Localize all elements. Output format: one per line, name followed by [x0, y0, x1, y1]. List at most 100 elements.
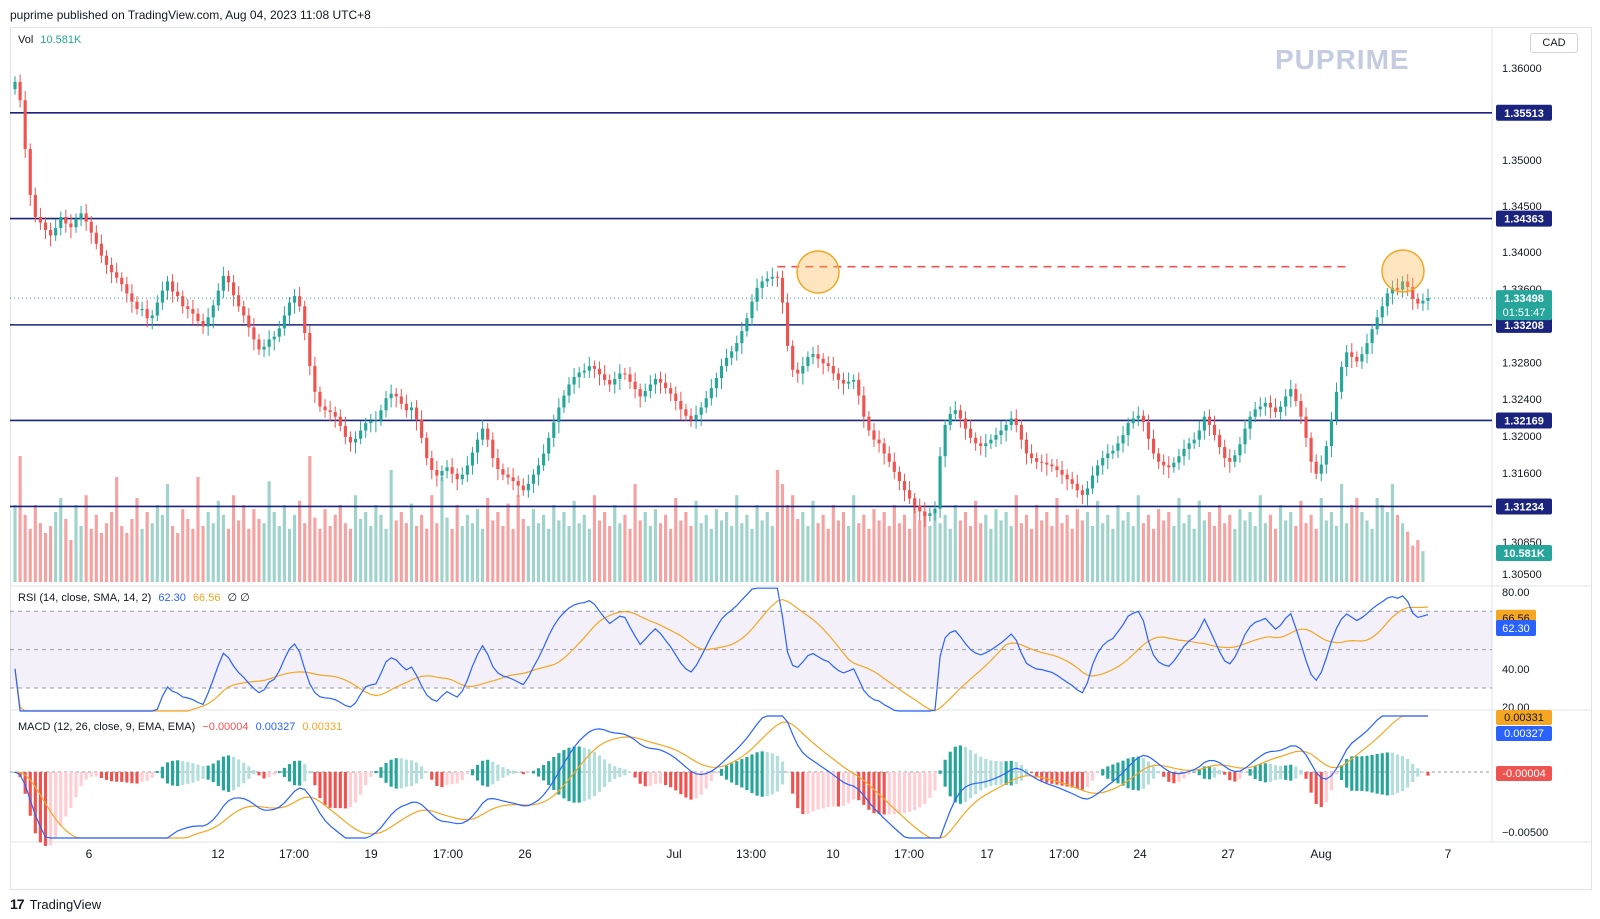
- macd-histogram-bar: [430, 772, 434, 780]
- time-tick-label: 24: [1133, 847, 1147, 861]
- macd-histogram-bar: [1202, 766, 1206, 779]
- volume-bar: [1406, 531, 1410, 582]
- candle-body: [1157, 453, 1161, 462]
- volume-bar: [181, 509, 185, 582]
- candle-body: [23, 100, 27, 149]
- volume-bar: [1096, 500, 1100, 582]
- candle-body: [430, 458, 434, 471]
- macd-histogram-bar: [160, 766, 164, 779]
- volume-bar: [333, 514, 337, 582]
- candle-body: [125, 284, 129, 294]
- candle-body: [1151, 438, 1156, 454]
- candle-body: [699, 407, 703, 415]
- volume-bar: [1294, 526, 1298, 582]
- candle-body: [1131, 418, 1135, 424]
- macd-histogram-bar: [64, 772, 68, 817]
- candle-body: [64, 217, 68, 224]
- macd-histogram-bar: [1355, 756, 1359, 791]
- macd-histogram-bar: [725, 765, 729, 780]
- volume-bar: [1380, 505, 1384, 582]
- volume-bar: [165, 484, 170, 582]
- macd-histogram-bar: [404, 759, 408, 787]
- candle-body: [679, 401, 683, 410]
- volume-bar: [191, 528, 195, 582]
- volume-bar: [287, 528, 292, 582]
- volume-bar: [694, 500, 698, 582]
- candle-body: [165, 281, 170, 291]
- candle-body: [725, 357, 729, 367]
- macd-histogram-bar: [1040, 772, 1044, 781]
- macd-histogram-bar: [719, 768, 724, 776]
- volume-bar: [221, 514, 225, 582]
- last-price-label: 1.33498: [1504, 293, 1544, 305]
- volume-bar: [1116, 505, 1120, 582]
- candle-body: [1116, 443, 1120, 451]
- macd-histogram-bar: [303, 764, 307, 782]
- tradingview-footer[interactable]: 17 TradingView: [10, 896, 101, 912]
- tradingview-name: TradingView: [29, 896, 102, 912]
- candle-body: [94, 232, 98, 244]
- volume-bar: [201, 526, 205, 582]
- volume-bar: [206, 512, 210, 582]
- macd-histogram-bar: [23, 772, 27, 794]
- candle-body: [582, 370, 586, 373]
- macd-histogram-bar: [465, 772, 469, 775]
- candle-body: [359, 430, 363, 439]
- volume-bar: [491, 520, 495, 582]
- macd-histogram-bar: [882, 772, 886, 815]
- macd-histogram-bar: [318, 772, 322, 799]
- volume-bar: [938, 523, 942, 582]
- macd-histogram-bar: [1146, 761, 1151, 785]
- macd-histogram-bar: [1340, 765, 1344, 781]
- volume-bar: [1126, 512, 1130, 582]
- candle-body: [1390, 287, 1394, 294]
- price-tick-label: 1.32400: [1502, 394, 1542, 406]
- macd-histogram-bar: [1370, 754, 1374, 793]
- candle-body: [242, 306, 246, 316]
- candle-body: [475, 439, 480, 453]
- macd-histogram-bar: [1294, 766, 1298, 779]
- candle-body: [292, 296, 297, 303]
- macd-histogram-bar: [806, 772, 810, 814]
- candle-body: [140, 309, 144, 311]
- macd-histogram-bar: [679, 772, 683, 795]
- macd-histogram-bar: [1334, 772, 1339, 775]
- candle-body: [191, 309, 195, 314]
- candle-body: [282, 315, 286, 329]
- volume-bar: [343, 523, 347, 582]
- macd-histogram-bar: [1243, 772, 1247, 773]
- volume-bar: [384, 528, 388, 582]
- macd-histogram-bar: [94, 772, 98, 777]
- volume-bar: [328, 526, 332, 582]
- candle-body: [1426, 298, 1430, 301]
- volume-bar: [338, 505, 342, 582]
- volume-bar: [1182, 523, 1186, 582]
- candle-body: [938, 456, 942, 509]
- currency-button[interactable]: CAD: [1530, 33, 1578, 53]
- volume-bar: [481, 528, 485, 582]
- volume-bar: [1248, 512, 1252, 582]
- macd-histogram-bar: [338, 772, 342, 809]
- macd-histogram-bar: [43, 772, 48, 846]
- volume-bar: [755, 505, 759, 582]
- candle-body: [1243, 428, 1247, 445]
- macd-histogram-bar: [74, 772, 78, 798]
- volume-bar: [231, 495, 236, 582]
- volume-bar: [1197, 500, 1201, 582]
- volume-bar: [633, 484, 637, 582]
- price-tick-label: 1.34000: [1502, 247, 1542, 259]
- volume-bar: [28, 528, 32, 582]
- volume-bar: [557, 520, 561, 582]
- volume-bar: [516, 495, 520, 582]
- volume-bar: [521, 519, 525, 582]
- macd-histogram-bar: [287, 764, 292, 782]
- macd-histogram-bar: [150, 772, 154, 778]
- volume-bar: [496, 512, 500, 582]
- candle-body: [633, 381, 637, 390]
- macd-histogram-bar: [176, 760, 180, 787]
- candle-body: [1329, 419, 1334, 447]
- price-tick-label: 1.32000: [1502, 431, 1542, 443]
- macd-histogram-bar: [816, 772, 820, 810]
- volume-bar: [211, 523, 215, 582]
